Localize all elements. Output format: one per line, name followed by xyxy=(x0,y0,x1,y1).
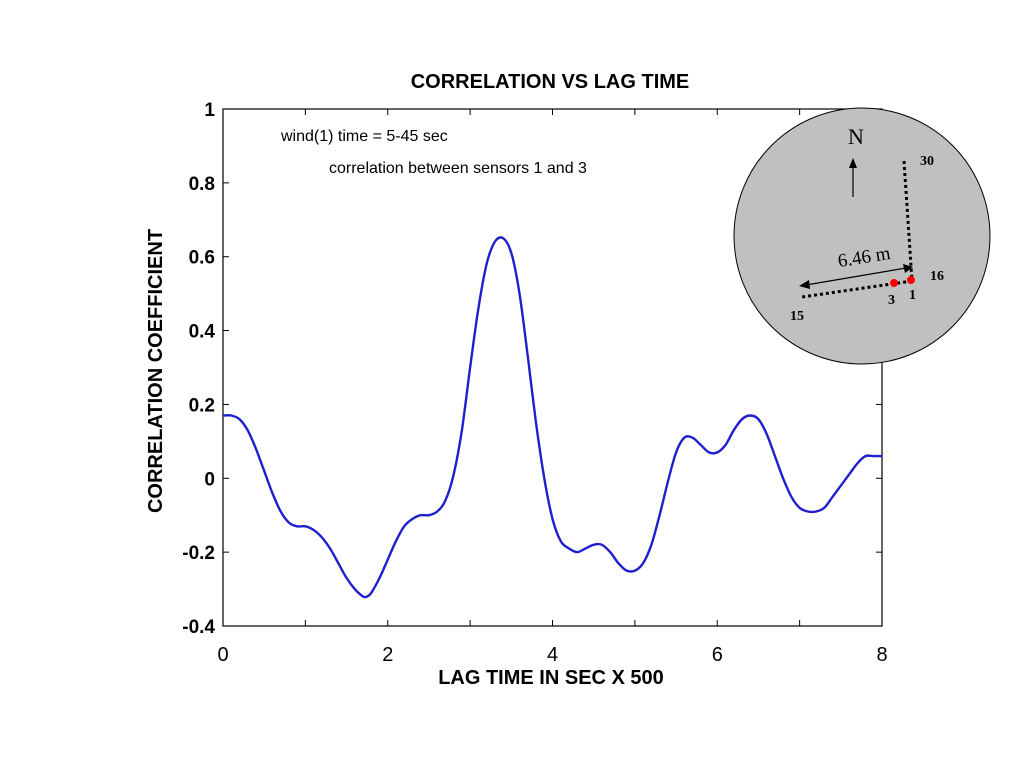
distance-arrow xyxy=(805,267,907,286)
sensor-label-16: 16 xyxy=(930,269,944,284)
x-tick-label: 4 xyxy=(547,644,558,666)
sensor-3-marker xyxy=(890,279,898,287)
sensor-label-3: 3 xyxy=(888,293,895,308)
north-label: N xyxy=(848,124,864,149)
sensor-1-marker xyxy=(907,276,915,284)
sensor-label-30: 30 xyxy=(920,154,934,169)
inset-circle xyxy=(733,107,991,365)
north-arrowhead-icon xyxy=(849,158,857,168)
y-tick-label: 0.2 xyxy=(189,395,215,416)
y-tick-label: 0.8 xyxy=(189,174,215,195)
chart-title: CORRELATION VS LAG TIME xyxy=(411,71,690,93)
annotation-sensor-correlation: correlation between sensors 1 and 3 xyxy=(329,160,587,177)
y-tick-label: 0.4 xyxy=(189,322,216,343)
annotation-wind-time: wind(1) time = 5-45 sec xyxy=(280,128,448,145)
sensor-array-inset: N 6.46 m 30 16 15 3 1 xyxy=(733,107,991,365)
axis-tick-labels: -0.4 -0.2 0 0.2 0.4 0.6 0.8 1 0 2 4 6 8 xyxy=(182,100,887,666)
series-line xyxy=(222,236,882,599)
x-tick-label: 0 xyxy=(217,644,228,666)
x-axis-label: LAG TIME IN SEC X 500 xyxy=(438,667,664,689)
sensor-line-vertical xyxy=(902,160,914,282)
y-axis-label: CORRELATION COEFFICIENT xyxy=(145,229,167,513)
y-tick-label: 0.6 xyxy=(189,248,215,269)
sensor-label-15: 15 xyxy=(790,309,804,324)
distance-arrowhead-right-icon xyxy=(903,264,913,273)
sensor-label-1: 1 xyxy=(909,288,916,303)
y-tick-label: -0.2 xyxy=(182,543,215,564)
x-tick-label: 6 xyxy=(712,644,723,666)
x-tick-label: 8 xyxy=(876,644,887,666)
y-tick-label: -0.4 xyxy=(182,617,215,638)
y-tick-label: 0 xyxy=(204,469,215,490)
distance-arrowhead-left-icon xyxy=(799,280,810,289)
x-tick-label: 2 xyxy=(382,644,393,666)
y-tick-label: 1 xyxy=(204,100,215,121)
